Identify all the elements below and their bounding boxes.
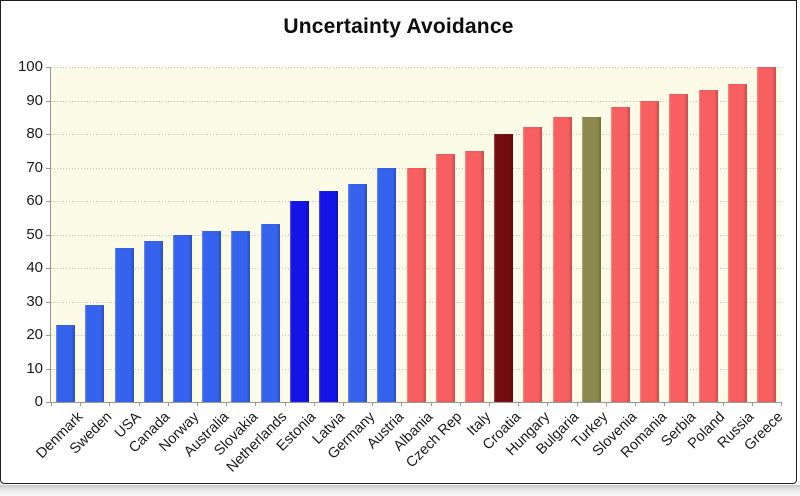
y-tick-label-70: 70 [26,158,43,176]
y-tick-label-100: 100 [17,58,43,75]
bar-turkey [581,117,601,402]
bar-romania [640,100,660,402]
y-tick-label-50: 50 [26,225,43,243]
x-tick-usa [138,402,140,406]
y-tick-label-60: 60 [26,192,43,209]
bar-austria [377,167,397,402]
bar-netherlands [260,224,280,402]
gridline-100 [51,67,781,68]
bar-slovakia [231,231,251,402]
y-tick-label-30: 30 [26,292,43,310]
x-tick-albania [430,402,432,406]
x-tick-italy [489,402,490,406]
bar-poland [698,90,718,402]
bar-denmark [56,324,76,402]
x-tick-czech-rep [459,402,461,406]
y-tick-20 [46,335,50,336]
y-tick-10 [46,368,50,370]
x-tick-slovenia [635,402,636,406]
x-tick-croatia [518,402,520,406]
y-tick-0 [46,402,50,403]
x-tick-origin [51,402,52,406]
gridline-80 [51,134,781,135]
chart-frame: Uncertainty Avoidance 0 10 20 30 40 50 60 70 80 9… [0,0,797,484]
x-tick-slovakia [255,402,257,406]
x-tick-australia [226,402,228,406]
bar-sweden [85,304,105,402]
bar-hungary [523,127,543,402]
bar-greece [756,67,776,402]
x-tick-bulgaria [576,402,578,406]
x-tick-latvia [343,402,344,406]
x-tick-germany [372,402,374,406]
x-tick-austria [401,402,403,406]
y-tick-label-40: 40 [26,259,43,276]
y-tick-label-20: 20 [26,326,43,343]
y-tick-label-80: 80 [26,125,43,142]
x-tick-serbia [693,402,695,406]
bar-bulgaria [552,117,572,402]
y-tick-60 [46,201,50,202]
bar-czech-rep [435,154,455,402]
x-tick-turkey [605,402,607,406]
x-tick-denmark [80,402,82,406]
bar-germany [348,184,368,402]
x-tick-netherlands [284,402,286,406]
y-tick-label-0: 0 [34,393,43,410]
x-tick-sweden [109,402,111,406]
y-tick-80 [46,134,50,135]
y-tick-90 [46,100,50,102]
plot-area [46,67,782,406]
y-tick-50 [46,234,50,236]
bar-croatia [494,134,514,402]
page-bottom-strip [0,485,800,496]
bar-latvia [318,190,338,402]
x-tick-canada [167,402,169,406]
bar-australia [202,231,222,402]
bar-russia [727,83,747,402]
gridline-90 [51,100,781,102]
y-tick-label-90: 90 [26,91,43,109]
x-tick-poland [722,402,724,406]
x-tick-estonia [313,402,315,406]
x-tick-norway [197,402,198,406]
y-tick-70 [46,167,50,169]
x-tick-hungary [547,402,549,406]
bar-serbia [669,93,689,402]
bar-italy [464,150,484,402]
y-tick-30 [46,301,50,303]
y-tick-40 [46,268,50,269]
bar-canada [143,241,163,402]
bar-albania [406,167,426,402]
bar-estonia [289,201,309,402]
bar-usa [114,247,134,402]
y-tick-100 [46,67,50,68]
bar-norway [172,234,192,402]
x-tick-greece [781,402,782,406]
y-tick-label-10: 10 [26,359,43,377]
x-tick-romania [664,402,666,406]
chart-title: Uncertainty Avoidance [283,15,514,38]
bar-slovenia [610,107,630,402]
x-tick-russia [751,402,753,406]
